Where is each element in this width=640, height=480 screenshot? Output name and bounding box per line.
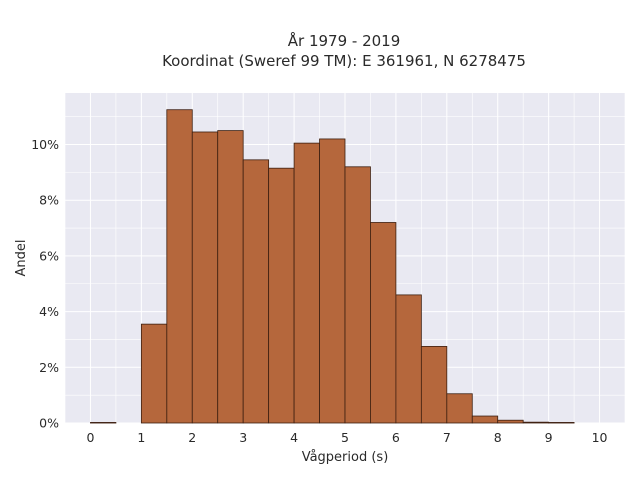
x-tick-label: 8 [494,430,502,445]
y-tick-label: 10% [31,137,59,152]
histogram-bar [217,130,244,424]
histogram-bars [90,109,575,424]
histogram-bar [395,294,422,424]
histogram-bar [344,166,371,424]
chart-title-line1: År 1979 - 2019 [288,31,401,50]
histogram-bar [446,393,473,424]
x-axis-label: Vågperiod (s) [302,450,389,465]
histogram-bar [420,346,448,424]
x-tick-label: 7 [443,430,451,445]
y-axis-label: Andel [14,240,29,277]
histogram-bar [522,421,550,424]
histogram-bar [319,138,346,424]
y-tick-labels: 0% 2% 4% 6% 8% 10% [31,137,59,430]
x-tick-label: 2 [188,430,196,445]
y-tick-label: 8% [39,193,59,208]
histogram-bar [471,415,499,424]
histogram-bar [166,109,193,424]
histogram-bar [140,323,168,424]
y-tick-label: 6% [39,248,59,263]
histogram-bar [268,167,295,424]
x-tick-label: 9 [545,430,553,445]
x-tick-label: 4 [290,430,298,445]
x-tick-label: 6 [392,430,400,445]
x-tick-labels: 0 1 2 3 4 5 6 7 8 9 10 [86,430,607,445]
histogram-bar [90,422,117,424]
histogram-bar [548,422,575,424]
histogram-bar [370,222,397,424]
x-tick-label: 0 [86,430,94,445]
y-tick-label: 2% [39,360,59,375]
x-tick-label: 10 [592,430,608,445]
x-tick-label: 1 [137,430,145,445]
histogram-bar [191,131,219,424]
histogram-bar [497,419,524,424]
y-tick-label: 0% [39,416,59,431]
histogram-bar [293,142,320,424]
x-tick-label: 3 [239,430,247,445]
histogram-bar [242,159,270,424]
chart-title-line2: Koordinat (Sweref 99 TM): E 361961, N 62… [162,52,526,70]
x-tick-label: 5 [341,430,349,445]
y-tick-label: 4% [39,304,59,319]
